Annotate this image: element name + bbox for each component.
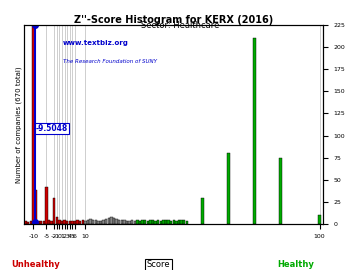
Bar bbox=[279, 158, 282, 224]
Bar bbox=[58, 220, 60, 224]
Bar bbox=[24, 221, 27, 224]
Bar bbox=[123, 220, 126, 224]
Bar bbox=[186, 221, 188, 224]
Bar bbox=[103, 220, 105, 224]
Text: Sector: Healthcare: Sector: Healthcare bbox=[141, 21, 219, 30]
Bar bbox=[154, 221, 157, 224]
Text: -9.5048: -9.5048 bbox=[36, 124, 68, 133]
Bar bbox=[147, 221, 149, 224]
Bar bbox=[71, 221, 73, 224]
Bar bbox=[100, 221, 102, 224]
Bar bbox=[152, 220, 154, 224]
Bar bbox=[110, 217, 113, 224]
Bar bbox=[253, 38, 256, 224]
Bar bbox=[157, 220, 159, 224]
Bar bbox=[56, 217, 58, 224]
Y-axis label: Number of companies (670 total): Number of companies (670 total) bbox=[15, 66, 22, 183]
Bar bbox=[95, 220, 97, 224]
Bar bbox=[82, 220, 84, 224]
Bar bbox=[116, 219, 118, 224]
Bar bbox=[108, 218, 110, 224]
Bar bbox=[139, 221, 141, 224]
Bar bbox=[35, 190, 37, 224]
Bar bbox=[32, 25, 35, 224]
Bar bbox=[318, 215, 321, 224]
Bar bbox=[45, 187, 48, 224]
Bar bbox=[173, 220, 175, 224]
Bar bbox=[42, 221, 45, 224]
Bar bbox=[53, 198, 55, 224]
Bar bbox=[63, 220, 66, 224]
Bar bbox=[48, 220, 50, 224]
Bar bbox=[97, 221, 100, 224]
Bar bbox=[227, 153, 230, 224]
Bar bbox=[180, 220, 183, 224]
Bar bbox=[149, 220, 152, 224]
Bar bbox=[61, 221, 63, 224]
Bar bbox=[37, 221, 40, 224]
Text: Unhealthy: Unhealthy bbox=[12, 260, 60, 269]
Text: www.textbiz.org: www.textbiz.org bbox=[63, 40, 129, 46]
Bar bbox=[118, 220, 120, 224]
Bar bbox=[113, 218, 115, 224]
Bar bbox=[170, 221, 172, 224]
Bar bbox=[201, 198, 204, 224]
Bar bbox=[183, 220, 185, 224]
Bar bbox=[126, 221, 128, 224]
Bar bbox=[76, 220, 79, 224]
Bar bbox=[105, 219, 107, 224]
Bar bbox=[87, 220, 89, 224]
Bar bbox=[167, 220, 170, 224]
Bar bbox=[92, 220, 94, 224]
Text: Healthy: Healthy bbox=[277, 260, 314, 269]
Bar bbox=[129, 221, 131, 224]
Text: The Research Foundation of SUNY: The Research Foundation of SUNY bbox=[63, 59, 157, 64]
Bar bbox=[134, 221, 136, 224]
Bar bbox=[165, 220, 167, 224]
Text: Score: Score bbox=[147, 260, 170, 269]
Bar bbox=[50, 221, 53, 224]
Bar bbox=[40, 221, 42, 224]
Bar bbox=[84, 221, 86, 224]
Bar bbox=[162, 220, 165, 224]
Bar bbox=[27, 222, 30, 224]
Bar bbox=[178, 220, 180, 224]
Bar bbox=[141, 220, 144, 224]
Bar bbox=[136, 220, 139, 224]
Bar bbox=[160, 221, 162, 224]
Bar bbox=[66, 221, 68, 224]
Bar bbox=[175, 221, 177, 224]
Bar bbox=[79, 221, 81, 224]
Bar bbox=[30, 221, 32, 224]
Bar bbox=[89, 219, 92, 224]
Bar bbox=[121, 220, 123, 224]
Bar bbox=[69, 221, 71, 224]
Title: Z''-Score Histogram for KERX (2016): Z''-Score Histogram for KERX (2016) bbox=[74, 15, 274, 25]
Bar bbox=[144, 220, 147, 224]
Bar bbox=[131, 220, 134, 224]
Bar bbox=[74, 221, 76, 224]
